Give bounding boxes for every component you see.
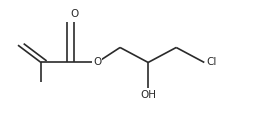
Text: O: O xyxy=(70,9,78,19)
Text: Cl: Cl xyxy=(206,57,217,67)
Text: O: O xyxy=(93,57,101,67)
Text: OH: OH xyxy=(140,90,156,100)
